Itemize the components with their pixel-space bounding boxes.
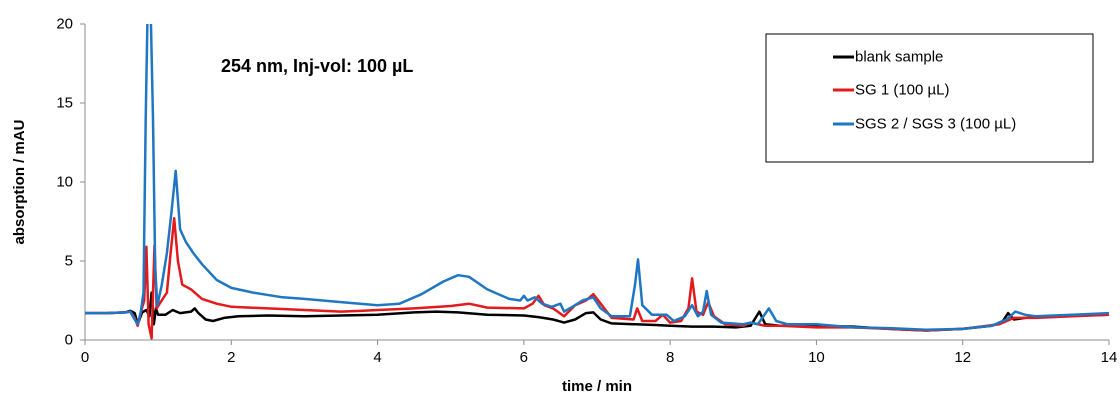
- y-axis-title: absorption / mAU: [11, 119, 28, 244]
- x-tick-label: 0: [81, 349, 89, 366]
- y-ticks: 0 5 10 15 20: [56, 16, 85, 349]
- x-tick-label: 8: [666, 349, 674, 366]
- y-tick-label: 20: [56, 16, 73, 33]
- x-tick-label: 6: [520, 349, 528, 366]
- y-tick-label: 5: [65, 253, 73, 270]
- y-tick-label: 10: [56, 174, 73, 191]
- legend-label: SGS 2 / SGS 3 (100 µL): [855, 116, 1016, 133]
- legend-label: SG 1 (100 µL): [855, 82, 950, 99]
- series-line-sg1: [85, 217, 1109, 340]
- x-axis-title: time / min: [562, 378, 632, 395]
- legend-item-sgs2-sgs3: SGS 2 / SGS 3 (100 µL): [833, 116, 1016, 133]
- x-tick-label: 10: [808, 349, 825, 366]
- legend: blank sample SG 1 (100 µL) SGS 2 / SGS 3…: [765, 33, 1094, 163]
- x-tick-label: 4: [373, 349, 381, 366]
- legend-item-sg1: SG 1 (100 µL): [833, 82, 950, 99]
- legend-item-blank: blank sample: [833, 49, 943, 66]
- series-layer: [85, 24, 1109, 340]
- legend-box: [765, 33, 1094, 163]
- y-tick-label: 0: [65, 332, 73, 349]
- x-tick-label: 14: [1101, 349, 1118, 366]
- x-tick-label: 2: [227, 349, 235, 366]
- y-tick-label: 15: [56, 95, 73, 112]
- x-ticks: 0 2 4 6 8 10 12 14: [81, 340, 1118, 366]
- series-line-sgs2-sgs3: [85, 24, 1109, 331]
- x-tick-label: 12: [954, 349, 971, 366]
- chart-annotation: 254 nm, Inj-vol: 100 µL: [221, 56, 413, 76]
- legend-label: blank sample: [855, 49, 943, 66]
